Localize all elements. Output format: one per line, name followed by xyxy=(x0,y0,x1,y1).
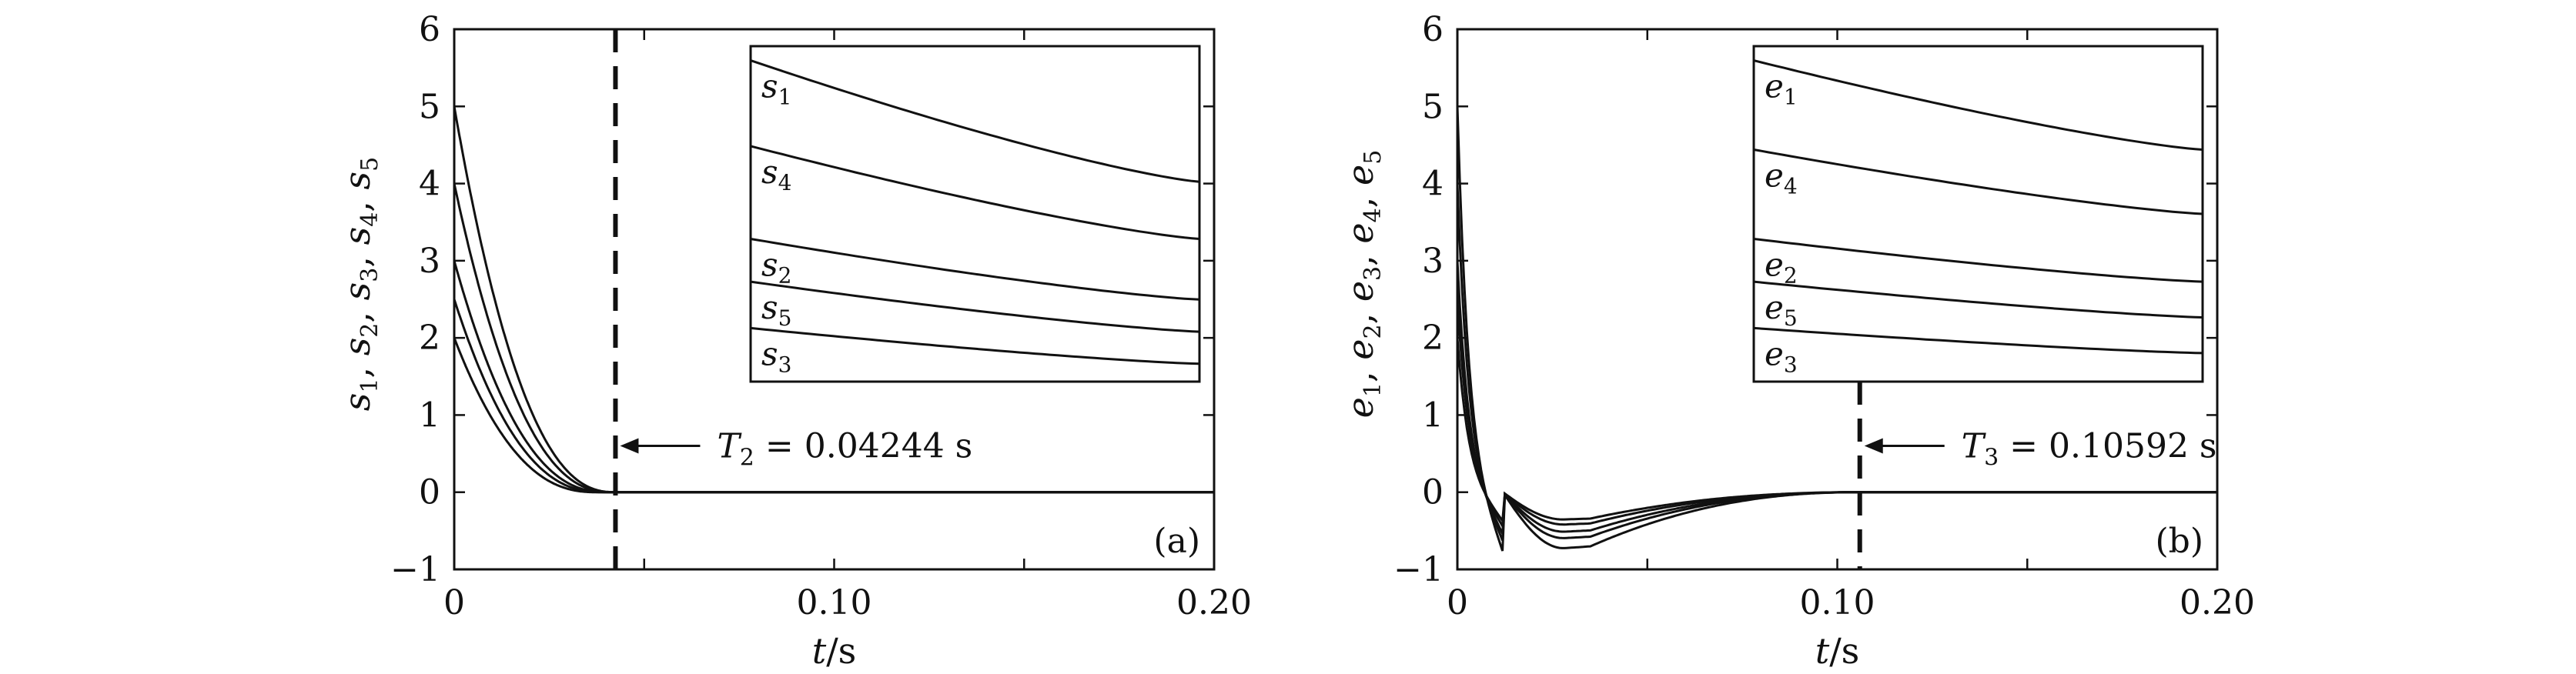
y-tick-label: 6 xyxy=(419,10,440,49)
inset-line-e5 xyxy=(1753,280,2203,319)
y-tick-label: 1 xyxy=(419,395,440,435)
panel-label: (b) xyxy=(2156,522,2204,561)
x-tick-label: 0 xyxy=(1447,583,1468,622)
y-tick-label: 3 xyxy=(419,242,440,281)
y-tick-label: 0 xyxy=(1422,473,1444,512)
y-tick-label: 5 xyxy=(419,87,440,126)
x-axis-label: t/s xyxy=(812,630,857,672)
y-tick-label: 3 xyxy=(1422,242,1444,281)
x-tick-label: 0.20 xyxy=(2180,583,2255,622)
y-axis-label: e1, e2, e3, e4, e5 xyxy=(1340,150,1387,419)
y-tick-label: −1 xyxy=(1393,550,1444,589)
series-line-s1 xyxy=(453,106,1214,494)
y-tick-label: 4 xyxy=(1422,165,1444,204)
inset-frame xyxy=(749,45,1201,383)
inset-line-e1 xyxy=(1753,59,2203,151)
settling-time-annotation: T3 = 0.10592 s xyxy=(1962,427,2217,472)
y-tick-label: −1 xyxy=(390,550,440,589)
inset-label-e5: e5 xyxy=(1765,289,1798,331)
inset-line-e2 xyxy=(1753,238,2203,283)
x-tick-label: 0 xyxy=(443,583,465,622)
settling-time-annotation: T2 = 0.04244 s xyxy=(717,427,972,472)
y-tick-label: 6 xyxy=(1422,10,1444,49)
inset-line-s3 xyxy=(750,326,1200,365)
y-tick-label: 4 xyxy=(419,165,440,204)
series-line-s2 xyxy=(453,260,1214,494)
y-tick-label: 1 xyxy=(1422,395,1444,435)
inset-line-s4 xyxy=(750,145,1200,240)
inset-label-s2: s2 xyxy=(761,245,791,288)
inset-label-e2: e2 xyxy=(1765,245,1798,288)
series-line-e3 xyxy=(1456,337,2217,525)
inset-line-e3 xyxy=(1753,326,2203,355)
inset-label-s5: s5 xyxy=(761,289,791,331)
inset-line-s1 xyxy=(750,59,1200,183)
inset-label-e1: e1 xyxy=(1765,68,1798,110)
inset-label-s3: s3 xyxy=(761,335,791,377)
inset-label-s1: s1 xyxy=(761,68,791,110)
y-tick-label: 0 xyxy=(419,473,440,512)
inset-line-s2 xyxy=(750,238,1200,301)
x-tick-label: 0.20 xyxy=(1176,583,1252,622)
y-tick-label: 2 xyxy=(419,319,440,358)
series-line-s3 xyxy=(453,337,1214,494)
x-axis-label: t/s xyxy=(1815,630,1860,672)
series-line-s4 xyxy=(453,183,1214,494)
y-tick-label: 5 xyxy=(1422,87,1444,126)
panel-label: (a) xyxy=(1153,522,1200,561)
x-tick-label: 0.10 xyxy=(797,583,872,622)
inset-label-e4: e4 xyxy=(1765,157,1798,199)
annotation-arrowhead xyxy=(620,438,639,454)
y-axis-label: s1, s2, s3, s4, s5 xyxy=(336,157,383,412)
inset-label-e3: e3 xyxy=(1765,335,1798,377)
series-line-s5 xyxy=(453,299,1214,494)
annotation-arrowhead xyxy=(1864,438,1883,454)
inset-line-s5 xyxy=(750,280,1200,333)
inset-frame xyxy=(1752,45,2204,383)
inset-label-s4: s4 xyxy=(761,153,791,195)
x-tick-label: 0.10 xyxy=(1800,583,1875,622)
y-tick-label: 2 xyxy=(1422,319,1444,358)
inset-line-e4 xyxy=(1753,148,2203,215)
